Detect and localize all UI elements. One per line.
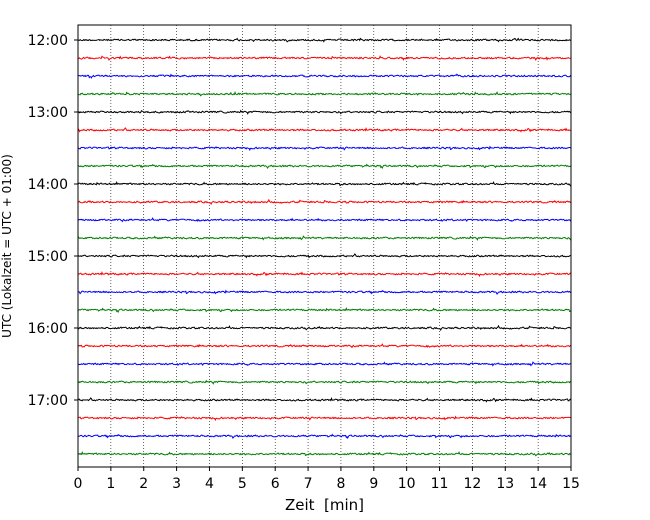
seismo-trace: [77, 217, 572, 223]
x-tick-label: 11: [431, 476, 449, 492]
seismo-trace: [77, 307, 572, 314]
x-axis-label: Zeit [min]: [285, 496, 364, 514]
x-tick-label: 2: [139, 476, 148, 492]
y-axis: 12:00 13:00 14:00 15:00 16:00 17:00: [28, 33, 78, 409]
seismo-trace: [77, 271, 572, 278]
x-tick-label: 14: [529, 476, 547, 492]
x-tick-label: 6: [271, 476, 280, 492]
seismo-trace: [77, 127, 572, 133]
seismo-trace: [77, 55, 572, 62]
seismo-trace: [77, 90, 572, 97]
x-tick-label: 1: [106, 476, 115, 492]
seismo-trace: [77, 343, 572, 349]
x-axis: 0 1 2 3 4 5 6 7 8 9 10 11 12 13 14 15: [74, 467, 580, 492]
seismo-trace: [77, 109, 572, 115]
seismo-trace: [77, 433, 572, 440]
y-axis-label: UTC (Lokalzeit = UTC + 01:00): [0, 154, 14, 338]
x-tick-label: 13: [496, 476, 514, 492]
x-tick-label: 7: [304, 476, 313, 492]
seismo-trace: [77, 37, 572, 43]
seismo-trace: [77, 379, 572, 385]
x-tick-label: 9: [369, 476, 378, 492]
y-tick-label: 12:00: [28, 33, 68, 49]
seismo-trace: [77, 198, 572, 206]
seismo-trace: [77, 415, 572, 422]
y-tick-label: 13:00: [28, 105, 68, 121]
seismo-trace: [77, 235, 572, 241]
x-tick-label: 5: [238, 476, 247, 492]
x-tick-label: 3: [172, 476, 181, 492]
plot-frame: [77, 24, 572, 468]
seismo-trace: [77, 163, 572, 170]
trace-group: [77, 37, 572, 457]
x-tick-label: 8: [336, 476, 345, 492]
seismo-trace: [77, 289, 572, 295]
x-tick-label: 4: [205, 476, 214, 492]
x-tick-label: 0: [74, 476, 83, 492]
seismo-trace: [77, 361, 572, 367]
y-tick-label: 17:00: [28, 393, 68, 409]
y-tick-label: 16:00: [28, 321, 68, 337]
seismo-trace: [77, 324, 572, 332]
x-tick-label: 12: [463, 476, 481, 492]
x-tick-label: 15: [562, 476, 580, 492]
x-tick-label: 10: [398, 476, 416, 492]
seismo-trace: [77, 181, 572, 187]
seismo-trace: [77, 397, 572, 403]
y-tick-label: 15:00: [28, 249, 68, 265]
seismo-trace: [77, 451, 572, 457]
seismo-trace: [77, 145, 572, 152]
seismo-trace: [77, 253, 572, 259]
seismo-trace: [77, 73, 572, 79]
y-tick-label: 14:00: [28, 177, 68, 193]
